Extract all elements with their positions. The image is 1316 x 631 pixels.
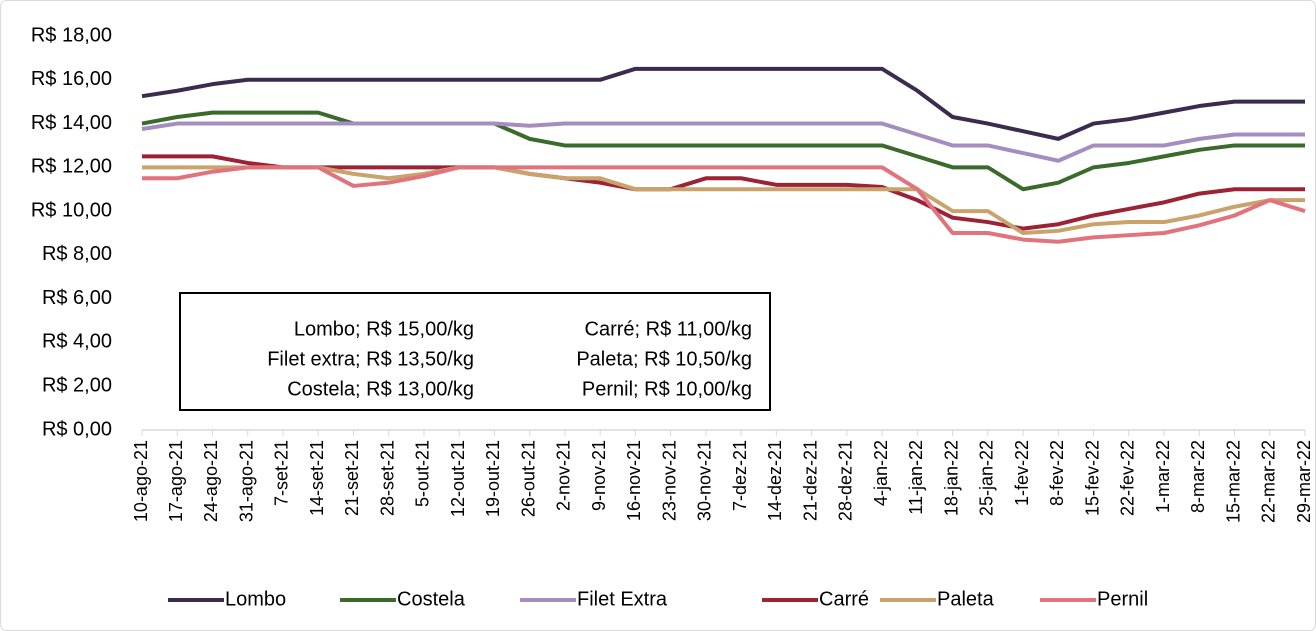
x-tick-label: 1-mar-22 [1153,440,1173,513]
legend-label: Pernil [1097,588,1148,610]
x-tick-label: 16-nov-21 [624,440,644,521]
series-line [141,121,1305,163]
legend-label: Carré [819,588,869,610]
y-tick-label: R$ 10,00 [31,199,112,221]
x-tick-label: 17-ago-21 [166,440,186,522]
annotation: Pernil; R$ 10,00/kg [582,378,752,400]
series-line [141,66,1305,141]
x-tick-label: 22-mar-22 [1259,440,1279,523]
x-tick-label: 21-set-21 [342,440,362,516]
x-tick-label: 14-set-21 [307,440,327,516]
series-line [142,165,1306,244]
y-tick-label: R$ 2,00 [42,375,112,397]
legend-label: Lombo [225,588,286,610]
x-tick-label: 22-fev-22 [1118,440,1138,516]
x-tick-label: 11-jan-22 [906,440,926,515]
x-tick-label: 12-out-21 [448,440,468,517]
x-tick-label: 1-fev-22 [1012,440,1032,506]
x-tick-label: 19-out-21 [483,440,503,517]
x-tick-label: 7-dez-21 [730,440,750,511]
y-tick-label: R$ 8,00 [42,243,112,265]
x-tick-label: 28-set-21 [377,440,397,516]
legend-label: Filet Extra [577,588,668,610]
x-tick-label: 5-out-21 [413,440,433,507]
y-tick-label: R$ 14,00 [31,112,112,134]
x-tick-label: 9-nov-21 [589,440,609,511]
x-tick-label: 14-dez-21 [765,440,785,521]
series-line [141,110,1305,192]
x-tick-label: 21-dez-21 [800,440,820,521]
x-tick-label: 26-out-21 [518,440,538,517]
x-tick-label: 15-mar-22 [1223,440,1243,523]
x-tick-label: 28-dez-21 [836,440,856,521]
x-tick-label: 18-jan-22 [941,440,961,516]
x-tick-label: 7-set-21 [272,440,292,506]
x-tick-label: 8-mar-22 [1188,440,1208,513]
annotation: Lombo; R$ 15,00/kg [294,318,474,340]
annotation: Paleta; R$ 10,50/kg [576,348,752,370]
annotation: Costela; R$ 13,00/kg [287,378,474,400]
x-tick-label: 8-fev-22 [1047,440,1067,506]
x-tick-label: 4-jan-22 [871,440,891,506]
x-tick-label: 2-nov-21 [554,440,574,511]
x-tick-label: 29-mar-22 [1294,440,1314,523]
x-tick-label: 23-nov-21 [659,440,679,521]
y-tick-label: R$ 0,00 [42,418,112,440]
legend-label: Paleta [937,588,995,610]
series-line [142,165,1305,235]
series-line [142,154,1305,231]
x-tick-label: 15-fev-22 [1082,440,1102,516]
annotation: Filet extra; R$ 13,50/kg [267,348,474,370]
y-tick-label: R$ 16,00 [31,68,112,90]
annotation: Carré; R$ 11,00/kg [585,318,753,340]
annotation-box [179,292,771,411]
y-tick-label: R$ 6,00 [42,287,112,309]
y-tick-label: R$ 4,00 [42,331,112,353]
legend-label: Costela [397,588,466,610]
x-tick-label: 10-ago-21 [131,440,151,522]
y-tick-label: R$ 18,00 [31,24,112,46]
x-tick-label: 25-jan-22 [977,440,997,516]
x-tick-label: 31-ago-21 [236,440,256,522]
y-tick-label: R$ 12,00 [31,156,112,178]
x-tick-label: 30-nov-21 [695,440,715,521]
x-tick-label: 24-ago-21 [201,440,221,522]
